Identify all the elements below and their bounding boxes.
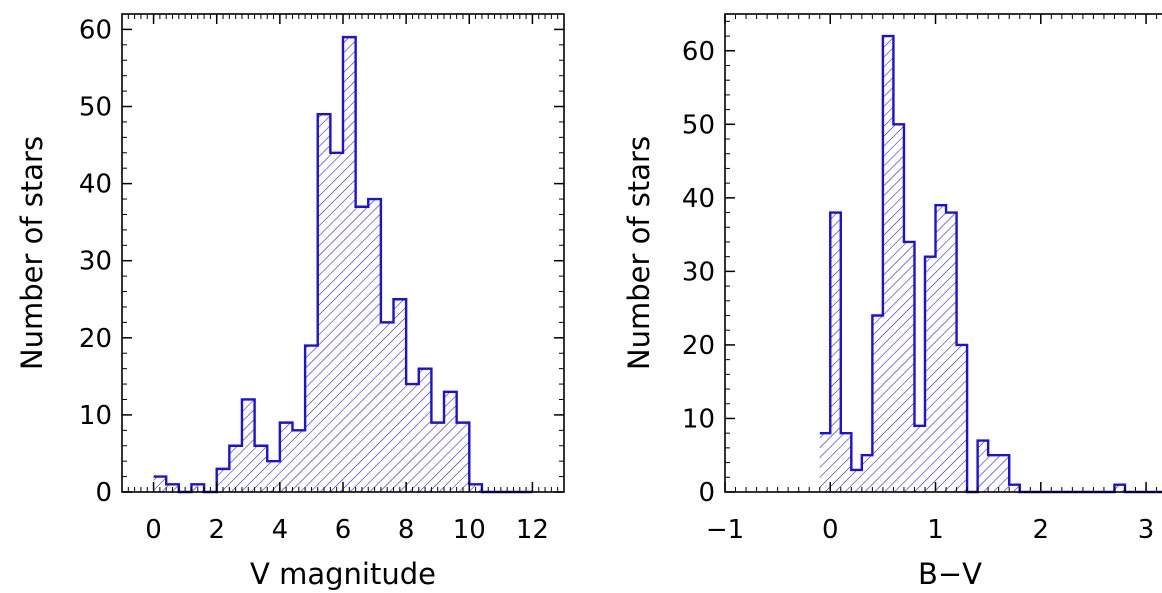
v-magnitude-bar <box>216 468 230 492</box>
b-minus-v-y-tick-label: 60 <box>682 37 715 67</box>
b-minus-v-x-tick-label: 0 <box>822 515 839 545</box>
b-minus-v-bar <box>819 433 831 492</box>
b-minus-v-bar <box>840 433 852 492</box>
b-minus-v-x-ticks: −101234 <box>706 14 1158 545</box>
v-magnitude-y-tick-label: 30 <box>79 247 112 277</box>
b-minus-v-bar <box>935 205 947 492</box>
v-magnitude-x-tick-label: 8 <box>398 515 415 545</box>
v-magnitude-y-ticks: 0 10 20 30 40 50 60 <box>79 13 564 508</box>
v-magnitude-bar <box>456 422 470 492</box>
b-minus-v-bar <box>893 124 904 493</box>
v-magnitude-bar <box>393 299 407 492</box>
v-magnitude-bar <box>241 399 255 492</box>
v-magnitude-x-tick-label: 4 <box>272 515 289 545</box>
b-minus-v-histogram-outline <box>819 34 1162 494</box>
b-minus-v-x-tick-label: 2 <box>1033 515 1050 545</box>
b-minus-v-plot-frame <box>724 13 1162 493</box>
b-minus-v-bar <box>988 455 999 492</box>
v-magnitude-bar <box>305 345 318 492</box>
b-minus-v-bar <box>830 212 841 493</box>
b-minus-v-bar <box>946 212 957 493</box>
v-magnitude-bar <box>406 384 419 492</box>
b-minus-v-bar <box>851 469 862 492</box>
v-magnitude-y-tick-label: 40 <box>79 170 112 200</box>
b-minus-v-y-tick-label: 30 <box>682 257 715 287</box>
b-minus-v-y-tick-label: 20 <box>682 331 715 361</box>
v-magnitude-bar <box>267 461 280 492</box>
b-minus-v-bar <box>1114 484 1125 492</box>
v-magnitude-y-axis-label: Number of stars <box>15 136 49 370</box>
v-magnitude-bar <box>355 206 369 492</box>
b-minus-v-y-tick-label: 10 <box>682 404 715 434</box>
b-minus-v-bar <box>1009 484 1020 492</box>
b-minus-v-x-axis-label: B−V <box>918 557 982 591</box>
v-magnitude-bar <box>380 322 394 492</box>
b-minus-v-bar <box>872 315 883 492</box>
b-minus-v-bar <box>914 425 925 492</box>
v-magnitude-bar <box>317 114 331 493</box>
v-magnitude-bar <box>431 422 445 492</box>
b-minus-v-y-ticks: 0 10 20 30 40 50 60 <box>682 20 735 508</box>
v-magnitude-bar <box>292 430 306 492</box>
b-minus-v-histogram <box>819 34 1162 494</box>
b-minus-v-y-tick-label: 40 <box>682 184 715 214</box>
v-magnitude-bar <box>153 476 167 492</box>
v-magnitude-x-tick-label: 10 <box>453 515 486 545</box>
b-minus-v-bar <box>925 256 936 492</box>
b-minus-v-bar <box>956 344 968 492</box>
v-magnitude-y-tick-label: 20 <box>79 324 112 354</box>
b-minus-v-x-tick-label: 1 <box>927 515 944 545</box>
b-minus-v-y-axis-label: Number of stars <box>622 136 656 370</box>
b-minus-v-y-tick-label: 0 <box>698 478 715 508</box>
b-minus-v-x-tick-label: −1 <box>706 515 744 545</box>
v-magnitude-bar <box>444 391 457 492</box>
b-minus-v-bar <box>882 36 894 493</box>
v-magnitude-panel: 0 2 4 6 8 10 12 0 10 20 30 40 50 60 V magnitude Numb… <box>15 13 565 591</box>
v-magnitude-y-tick-label: 10 <box>79 401 112 431</box>
v-magnitude-histogram <box>153 35 533 494</box>
b-minus-v-x-tick-label: 3 <box>1138 515 1155 545</box>
b-minus-v-bar <box>998 455 1010 492</box>
v-magnitude-x-tick-label: 2 <box>208 515 225 545</box>
v-magnitude-bar <box>368 199 381 492</box>
b-minus-v-y-tick-label: 50 <box>682 110 715 140</box>
v-magnitude-bar <box>330 152 343 492</box>
v-magnitude-x-tick-label: 6 <box>335 515 352 545</box>
v-magnitude-bar <box>418 368 432 492</box>
v-magnitude-bar <box>343 37 356 493</box>
b-minus-v-bar <box>903 241 915 492</box>
b-minus-v-bar <box>861 455 873 492</box>
v-magnitude-x-ticks: 0 2 4 6 8 10 12 <box>121 14 565 545</box>
v-magnitude-x-axis-label: V magnitude <box>250 557 436 591</box>
v-magnitude-bar <box>279 422 293 492</box>
b-minus-v-bar <box>977 440 989 492</box>
v-magnitude-y-tick-label: 0 <box>95 478 112 508</box>
v-magnitude-bar <box>254 445 268 492</box>
v-magnitude-x-tick-label: 0 <box>145 515 162 545</box>
v-magnitude-y-tick-label: 60 <box>79 15 112 45</box>
v-magnitude-x-tick-label: 12 <box>516 515 549 545</box>
v-magnitude-y-tick-label: 50 <box>79 93 112 123</box>
v-magnitude-bar <box>229 445 242 492</box>
